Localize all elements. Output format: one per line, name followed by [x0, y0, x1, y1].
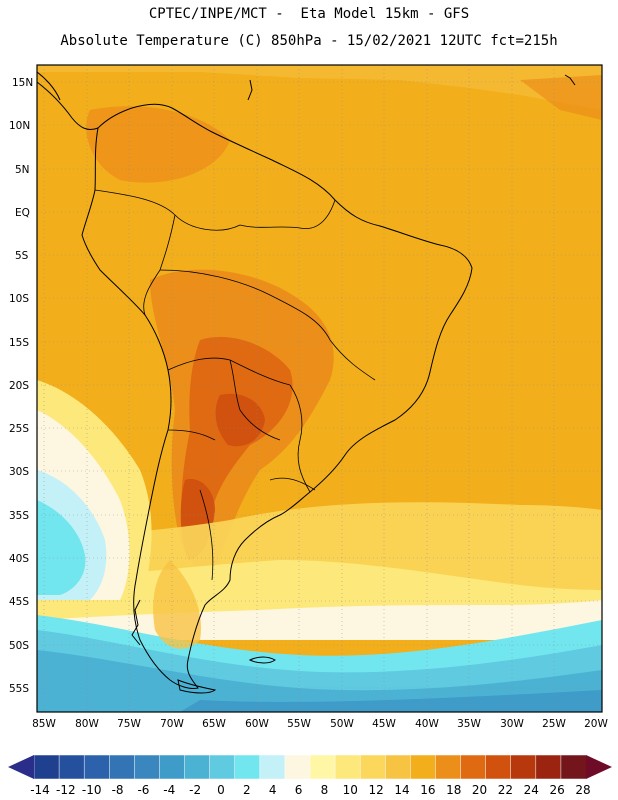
colorbar-swatch — [410, 754, 436, 780]
colorbar-label: 28 — [575, 783, 590, 797]
colorbar-label: 8 — [321, 783, 329, 797]
colorbar-label: -14 — [30, 783, 50, 797]
lat-label: 5S — [15, 250, 29, 262]
lon-label: 70W — [160, 718, 184, 730]
colorbar-label: 16 — [420, 783, 435, 797]
colorbar-label: 2 — [243, 783, 251, 797]
lon-label: 25W — [542, 718, 566, 730]
colorbar-swatch — [159, 754, 186, 780]
lon-label: 85W — [32, 718, 56, 730]
lat-label: 35S — [9, 510, 29, 522]
colorbar-swatch — [334, 754, 361, 780]
colorbar-label: 12 — [368, 783, 383, 797]
colorbar-label: -8 — [112, 783, 124, 797]
colorbar-label: -4 — [163, 783, 175, 797]
colorbar-boxes — [33, 754, 587, 780]
country-borders — [94, 189, 376, 581]
lon-label: 50W — [330, 718, 354, 730]
colorbar-label: 24 — [524, 783, 539, 797]
map-frame — [36, 64, 603, 713]
colorbar-swatch — [435, 754, 462, 780]
lat-label: 5N — [15, 164, 30, 176]
colorbar-label: -6 — [137, 783, 149, 797]
colorbar-label: 14 — [394, 783, 409, 797]
colorbar-swatch — [460, 754, 487, 780]
map-title-line1: CPTEC/INPE/MCT - Eta Model 15km - GFS — [148, 6, 470, 22]
colorbar-swatch — [209, 754, 236, 780]
lat-label: 40S — [9, 553, 29, 565]
lon-label: 75W — [117, 718, 141, 730]
lat-label: 25S — [9, 423, 29, 435]
colorbar-label: 10 — [343, 783, 358, 797]
colorbar-swatch — [359, 754, 386, 780]
lat-label: 15S — [9, 337, 29, 349]
lon-label: 35W — [457, 718, 481, 730]
lat-label: 45S — [9, 596, 29, 608]
colorbar-swatch — [134, 754, 160, 780]
colorbar-swatch — [385, 754, 411, 780]
temperature-field — [37, 65, 602, 712]
colorbar-swatch — [184, 754, 211, 780]
colorbar-swatch — [83, 754, 110, 780]
colorbar-label: 18 — [446, 783, 461, 797]
colorbar-swatch — [259, 754, 286, 780]
colorbar-swatch — [109, 754, 135, 780]
colorbar-label: -2 — [189, 783, 201, 797]
colorbar-label: -10 — [82, 783, 102, 797]
lat-label: 55S — [9, 683, 29, 695]
colorbar-swatch — [535, 754, 562, 780]
lat-label: 15N — [12, 77, 33, 89]
colorbar-swatch — [309, 754, 336, 780]
colorbar-label: 20 — [472, 783, 487, 797]
lon-label: 20W — [584, 718, 608, 730]
temperature-map: 15N 10N 5N EQ 5S 10S 15S 20S 25S 30S 35S… — [9, 64, 608, 730]
colorbar-swatch — [510, 754, 537, 780]
lat-label: EQ — [15, 207, 30, 219]
map-title-line2: Absolute Temperature (C) 850hPa - 15/02/… — [60, 33, 558, 49]
lon-label: 40W — [415, 718, 439, 730]
lat-label: 50S — [9, 640, 29, 652]
latitude-labels: 15N 10N 5N EQ 5S 10S 15S 20S 25S 30S 35S… — [9, 77, 33, 695]
colorbar-swatch — [234, 754, 261, 780]
lat-label: 30S — [9, 466, 29, 478]
lon-label: 65W — [202, 718, 226, 730]
lat-label: 10S — [9, 293, 29, 305]
temperature-colorbar: -14 -12 -10 -8 -6 -4 -2 0 2 4 6 8 10 12 14 16 18 20 22 24 26… — [8, 754, 612, 797]
colorbar-swatch — [33, 754, 60, 780]
colorbar-swatch — [58, 754, 85, 780]
longitude-labels: 85W 80W 75W 70W 65W 60W 55W 50W 45W 40W … — [32, 718, 608, 730]
colorbar-label: 6 — [295, 783, 303, 797]
lat-label: 10N — [9, 120, 30, 132]
colorbar-left-arrow — [8, 755, 34, 779]
colorbar-label: 26 — [549, 783, 564, 797]
coastlines — [37, 71, 576, 694]
colorbar-swatch — [485, 754, 512, 780]
colorbar-swatch — [284, 754, 311, 780]
colorbar-label: 0 — [217, 783, 225, 797]
colorbar-right-arrow — [586, 755, 612, 779]
colorbar-label: 4 — [269, 783, 277, 797]
colorbar-label: -12 — [56, 783, 76, 797]
lon-label: 80W — [75, 718, 99, 730]
colorbar-swatch — [560, 754, 587, 780]
colorbar-labels: -14 -12 -10 -8 -6 -4 -2 0 2 4 6 8 10 12 14 16 18 20 22 24 26… — [30, 783, 590, 797]
lon-label: 30W — [500, 718, 524, 730]
lat-label: 20S — [9, 380, 29, 392]
lon-label: 60W — [245, 718, 269, 730]
colorbar-label: 22 — [498, 783, 513, 797]
lon-label: 55W — [287, 718, 311, 730]
lon-label: 45W — [372, 718, 396, 730]
